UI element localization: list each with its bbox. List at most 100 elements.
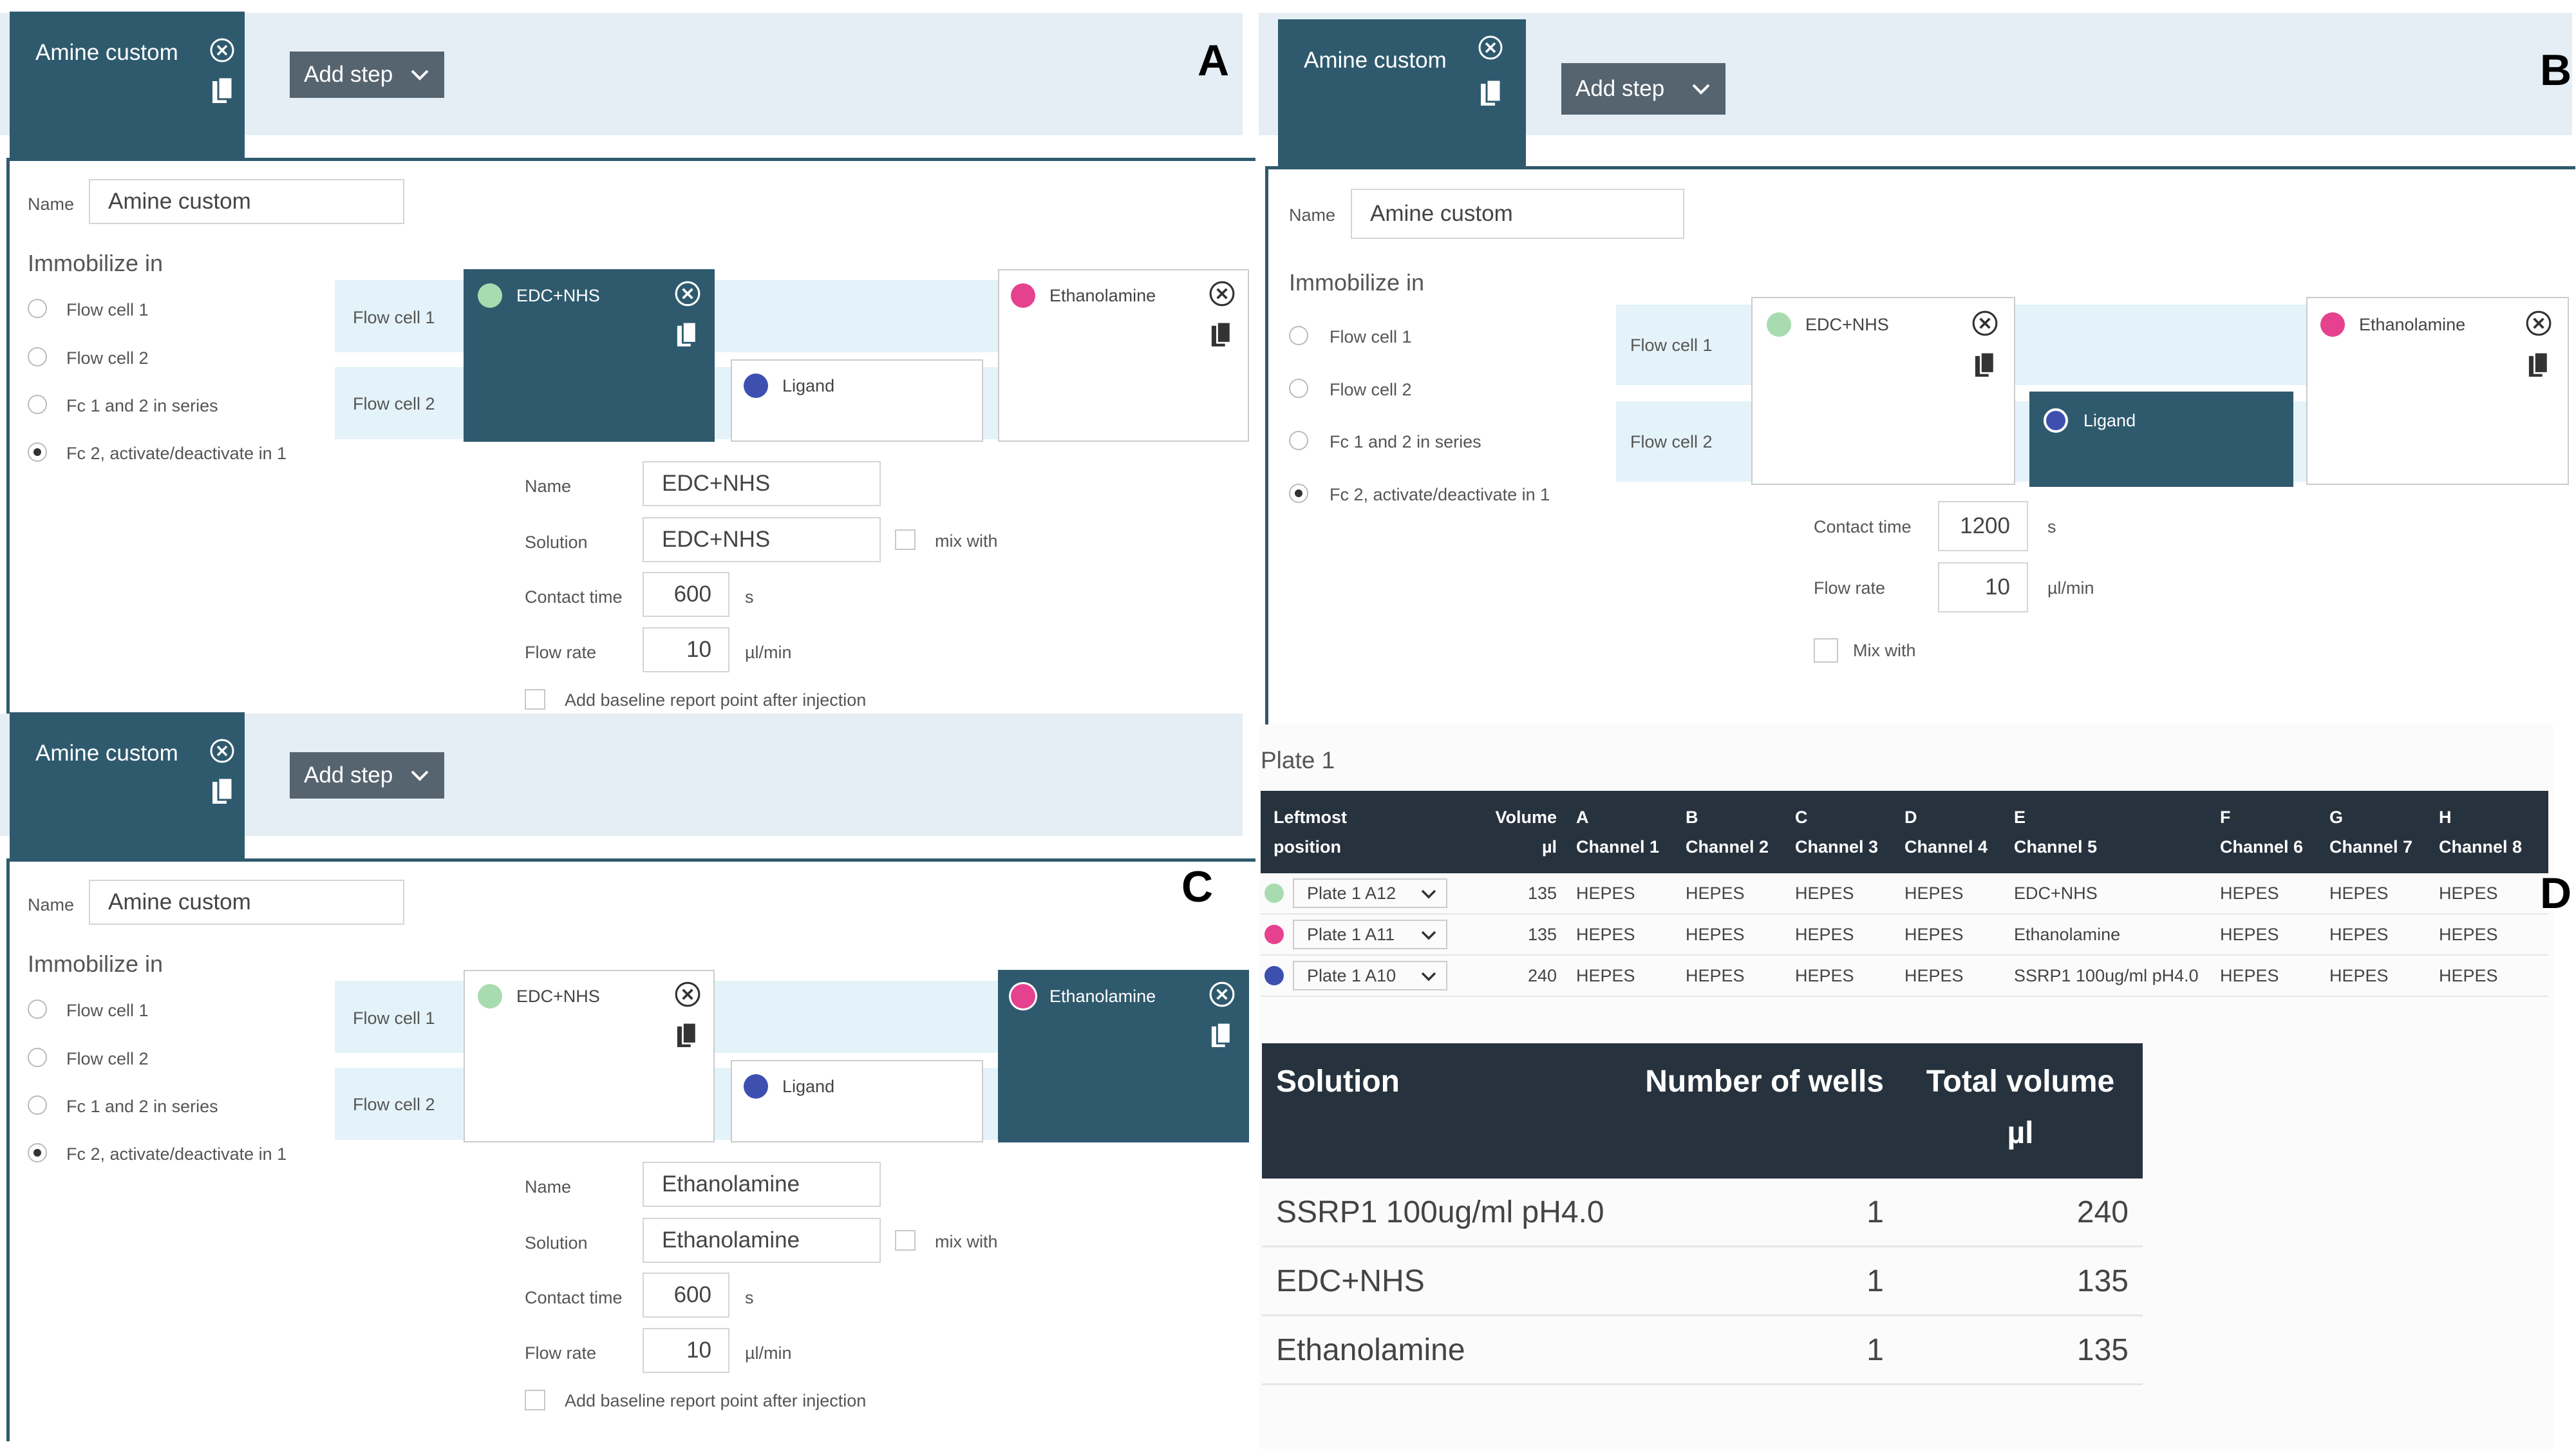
plate-table: Leftmost position Volume µl A Channel 1 … — [1261, 791, 2548, 997]
solution-field[interactable]: EDC+NHS — [643, 517, 881, 562]
copy-icon[interactable] — [1974, 351, 1996, 379]
contact-time-label: Contact time — [1814, 517, 1912, 536]
flow-rate-field[interactable]: 10 — [1938, 562, 2028, 612]
radio-fc-series[interactable] — [28, 1095, 47, 1115]
copy-icon[interactable] — [2528, 351, 2550, 379]
channel-cell: SSRP1 100ug/ml pH4.0 — [2007, 955, 2214, 997]
copy-icon[interactable] — [1210, 1021, 1232, 1050]
step-card-ligand[interactable]: Ligand — [731, 359, 983, 442]
channel-cell: EDC+NHS — [2007, 873, 2214, 914]
radio-label: Flow cell 1 — [66, 1001, 149, 1020]
flow-rate-field[interactable]: 10 — [643, 1328, 729, 1373]
contact-time-field[interactable]: 600 — [643, 572, 729, 617]
contact-time-label: Contact time — [525, 587, 623, 607]
add-step-button[interactable]: Add step — [290, 752, 444, 799]
contact-time-label: Contact time — [525, 1288, 623, 1307]
baseline-checkbox[interactable] — [525, 689, 545, 710]
mix-with-checkbox[interactable] — [1814, 638, 1838, 663]
close-icon[interactable] — [1971, 310, 1998, 337]
radio-flow-cell-1[interactable] — [28, 299, 47, 318]
method-tab[interactable]: Amine custom — [10, 712, 245, 860]
solution-dot — [478, 984, 502, 1009]
channel-cell: HEPES — [2323, 914, 2432, 956]
channel-cell: HEPES — [1789, 873, 1898, 914]
copy-icon[interactable] — [676, 321, 698, 349]
copy-icon[interactable] — [1480, 79, 1503, 108]
wells-cell: 1 — [1625, 1246, 1898, 1316]
close-icon[interactable] — [674, 280, 701, 307]
radio-flow-cell-2[interactable] — [28, 347, 47, 366]
plate-title: Plate 1 — [1261, 747, 1335, 773]
chevron-down-icon — [1692, 84, 1710, 95]
method-name-field[interactable]: Amine custom — [89, 179, 404, 224]
radio-fc2-activate[interactable] — [28, 442, 47, 462]
position-select[interactable]: Plate 1 A12 — [1293, 878, 1447, 908]
close-icon[interactable] — [2525, 310, 2552, 337]
radio-fc-series[interactable] — [1289, 431, 1308, 450]
method-name-field[interactable]: Amine custom — [89, 880, 404, 925]
close-icon[interactable] — [1208, 981, 1236, 1008]
panel-a: Amine custom Add step A Name Amine custo… — [0, 0, 1255, 741]
close-icon[interactable] — [1478, 35, 1503, 61]
flow-cell-label: Flow cell 2 — [1630, 432, 1713, 451]
radio-fc2-activate[interactable] — [1289, 484, 1308, 503]
step-card-ethanolamine[interactable]: Ethanolamine — [998, 970, 1249, 1142]
channel-cell: HEPES — [1679, 955, 1789, 997]
close-icon[interactable] — [674, 981, 701, 1008]
col-header: Leftmost position — [1261, 791, 1473, 873]
step-card-edc-nhs[interactable]: EDC+NHS — [1751, 297, 2015, 485]
step-card-edc-nhs[interactable]: EDC+NHS — [464, 970, 715, 1142]
contact-time-field[interactable]: 1200 — [1938, 501, 2028, 551]
add-step-button[interactable]: Add step — [290, 52, 444, 98]
step-card-ethanolamine[interactable]: Ethanolamine — [998, 269, 1249, 442]
step-card-edc-nhs[interactable]: EDC+NHS — [464, 269, 715, 442]
solution-field[interactable]: Ethanolamine — [643, 1218, 881, 1263]
copy-icon[interactable] — [676, 1021, 698, 1050]
mix-with-label: Mix with — [1853, 641, 1916, 660]
close-icon[interactable] — [209, 738, 235, 764]
flow-cell-label: Flow cell 1 — [1630, 336, 1713, 355]
close-icon[interactable] — [1208, 280, 1236, 307]
step-card-ligand[interactable]: Ligand — [731, 1060, 983, 1142]
mix-with-checkbox[interactable] — [895, 1230, 916, 1251]
close-icon[interactable] — [209, 37, 235, 63]
method-tab[interactable]: Amine custom — [10, 12, 245, 160]
radio-flow-cell-2[interactable] — [28, 1048, 47, 1067]
radio-fc2-activate[interactable] — [28, 1143, 47, 1162]
step-card-ligand[interactable]: Ligand — [2029, 392, 2293, 487]
channel-cell: HEPES — [2323, 873, 2432, 914]
position-select[interactable]: Plate 1 A10 — [1293, 961, 1447, 990]
channel-cell: HEPES — [1898, 955, 2007, 997]
volume-cell: 135 — [1898, 1246, 2143, 1316]
contact-time-field[interactable]: 600 — [643, 1273, 729, 1318]
radio-fc-series[interactable] — [28, 395, 47, 414]
radio-flow-cell-1[interactable] — [28, 999, 47, 1019]
method-tab[interactable]: Amine custom — [1278, 19, 1526, 167]
step-name-field[interactable]: EDC+NHS — [643, 461, 881, 506]
solution-dot — [1011, 984, 1035, 1009]
mix-with-checkbox[interactable] — [895, 529, 916, 550]
immobilize-label: Immobilize in — [1289, 269, 1425, 296]
panel-letter: A — [1198, 36, 1230, 85]
solution-label: Solution — [525, 533, 588, 552]
copy-icon[interactable] — [1210, 321, 1232, 349]
position-select[interactable]: Plate 1 A11 — [1293, 920, 1447, 949]
radio-flow-cell-1[interactable] — [1289, 326, 1308, 345]
copy-icon[interactable] — [211, 76, 234, 106]
step-card-ethanolamine[interactable]: Ethanolamine — [2306, 297, 2569, 485]
wells-cell: 1 — [1625, 1179, 1898, 1247]
table-row: EDC+NHS 1 135 — [1262, 1246, 2143, 1316]
channel-cell: HEPES — [1898, 914, 2007, 956]
baseline-checkbox[interactable] — [525, 1390, 545, 1410]
col-header: F Channel 6 — [2214, 791, 2323, 873]
method-body: C Name Amine custom Immobilize in Flow c… — [6, 858, 1255, 1441]
add-step-button[interactable]: Add step — [1561, 63, 1725, 115]
solution-label: Solution — [525, 1233, 588, 1253]
flow-rate-field[interactable]: 10 — [643, 627, 729, 672]
flow-cell-label: Flow cell 2 — [353, 394, 435, 413]
col-header: C Channel 3 — [1789, 791, 1898, 873]
step-name-field[interactable]: Ethanolamine — [643, 1162, 881, 1207]
method-name-field[interactable]: Amine custom — [1351, 189, 1684, 239]
radio-flow-cell-2[interactable] — [1289, 379, 1308, 398]
copy-icon[interactable] — [211, 777, 234, 806]
